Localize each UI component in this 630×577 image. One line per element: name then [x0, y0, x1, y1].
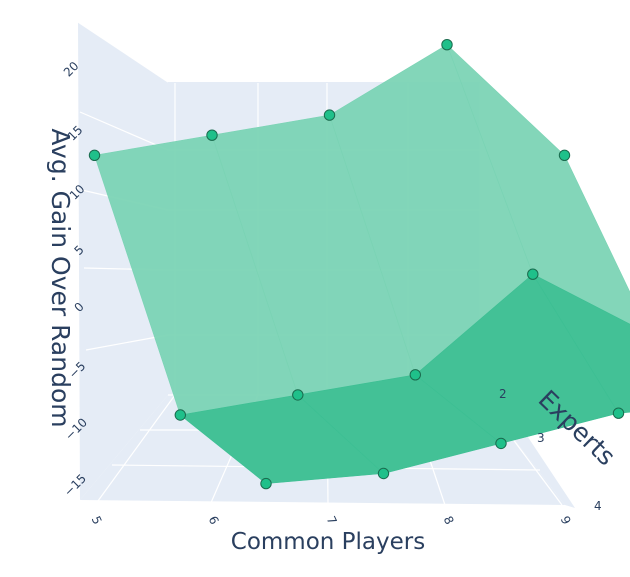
surface-patch [446, 44, 630, 325]
x-tick-label: 5 [89, 514, 105, 527]
x-tick-label: 7 [324, 514, 340, 527]
y-tick-label: 2 [499, 387, 507, 401]
data-point-marker [441, 39, 453, 51]
y-tick-label: 4 [594, 499, 602, 513]
surface [94, 44, 630, 484]
data-point-marker [495, 437, 507, 450]
data-point-marker [527, 268, 539, 280]
data-point-marker [292, 389, 304, 401]
data-point-marker [558, 149, 571, 162]
left-wall [78, 22, 168, 500]
x-axis-tick-labels: 5 6 7 8 9 [89, 514, 574, 527]
x-tick-label: 8 [441, 514, 457, 527]
data-point-marker [88, 149, 101, 162]
x-tick-label: 6 [206, 514, 222, 527]
gridline [77, 21, 169, 83]
data-markers [88, 39, 625, 490]
data-point-marker [260, 477, 272, 490]
data-point-marker [174, 409, 187, 421]
x-tick-label: 9 [558, 514, 574, 527]
y-tick-label: 3 [537, 431, 545, 445]
data-point-marker [612, 407, 625, 419]
surface-patch [531, 273, 630, 414]
gridline [94, 394, 176, 506]
data-point-marker [323, 109, 336, 121]
y-axis-tick-labels: 2 3 4 [499, 387, 602, 513]
data-point-marker [377, 467, 390, 480]
gridline [79, 111, 169, 151]
x-axis-title: Common Players [231, 529, 425, 555]
data-point-marker [409, 369, 421, 381]
data-point-marker [206, 129, 218, 141]
z-axis-title: Avg. Gain Over Random [46, 128, 75, 427]
gridline [85, 334, 169, 351]
